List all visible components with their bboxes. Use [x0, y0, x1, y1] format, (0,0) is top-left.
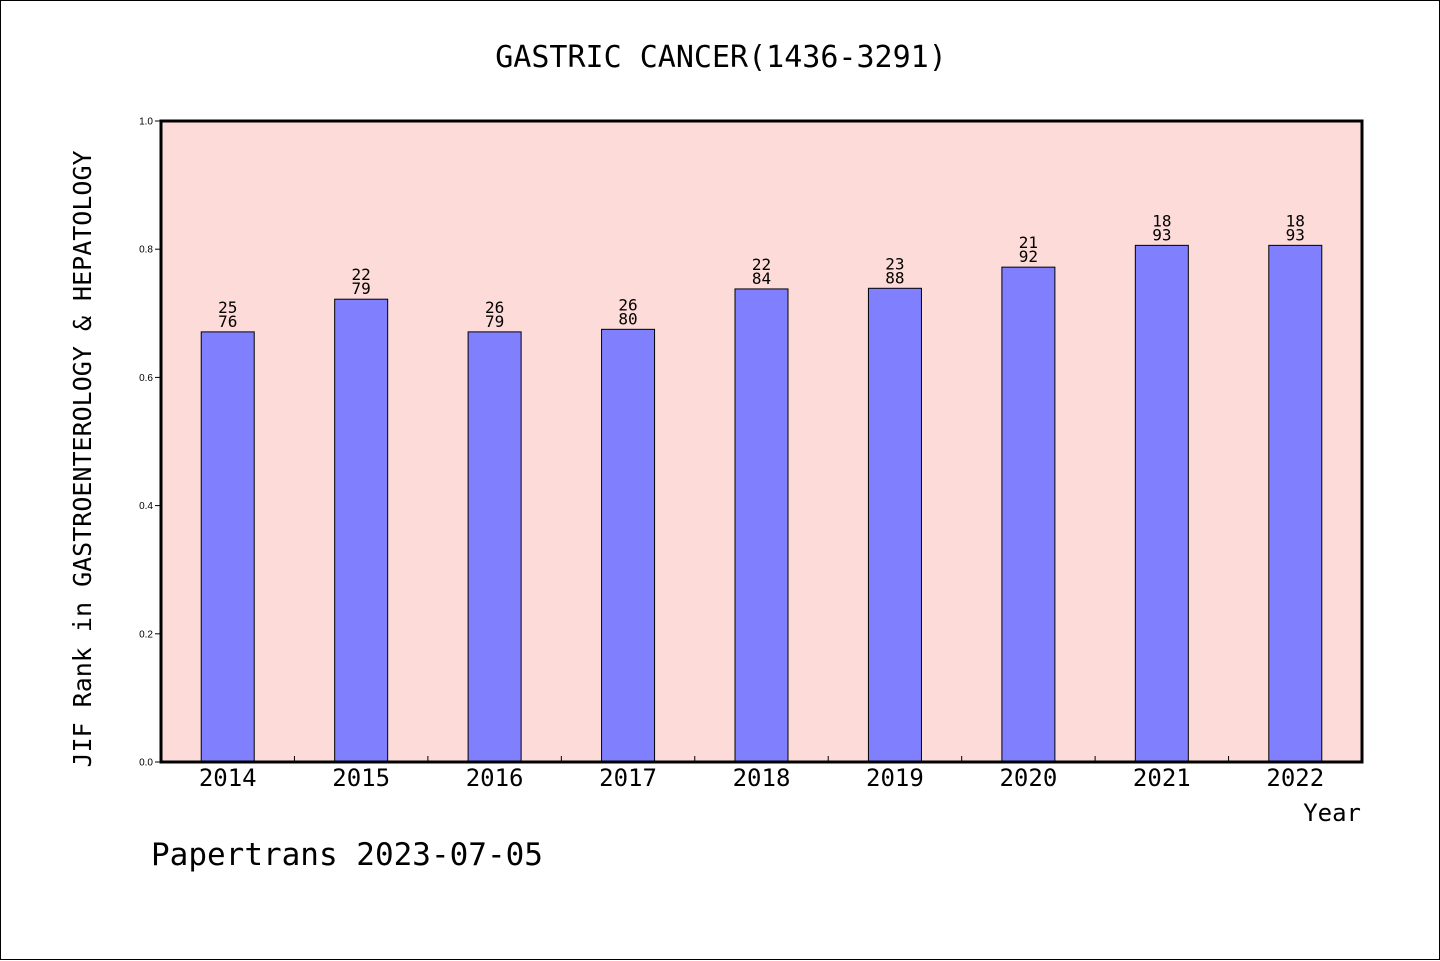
data-label-total: 84	[752, 269, 771, 288]
y-tick-label: 0.6	[139, 373, 153, 384]
data-label-total: 76	[218, 312, 237, 331]
x-tick-label: 2014	[199, 764, 257, 792]
bar	[1268, 244, 1323, 763]
y-tick-label: 0.8	[139, 245, 153, 256]
x-tick-label: 2017	[599, 764, 657, 792]
y-tick-label: 0.0	[139, 758, 153, 769]
data-label-rank: 26	[618, 295, 637, 314]
data-label-rank: 18	[1286, 211, 1305, 230]
data-label-total: 93	[1286, 225, 1305, 244]
data-label-rank: 21	[1019, 233, 1038, 252]
x-tick-label: 2019	[866, 764, 924, 792]
bar	[1134, 244, 1189, 763]
data-label-total: 88	[885, 268, 904, 287]
bar	[1001, 266, 1056, 763]
x-tick-label: 2022	[1266, 764, 1324, 792]
x-axis-label: Year	[1303, 799, 1361, 827]
data-label-total: 79	[485, 312, 504, 331]
x-tick-label: 2020	[999, 764, 1057, 792]
data-label-rank: 25	[218, 298, 237, 317]
data-label-rank: 26	[485, 298, 504, 317]
y-tick-label: 0.4	[139, 501, 153, 512]
bar	[334, 298, 389, 763]
bar	[867, 287, 922, 763]
data-label-rank: 22	[352, 265, 371, 284]
x-tick-label: 2016	[466, 764, 524, 792]
y-axis-label: JIF Rank in GASTROENTEROLOGY & HEPATOLOG…	[68, 150, 97, 767]
x-tick-label: 2018	[733, 764, 791, 792]
y-tick-label: 1.0	[139, 117, 153, 128]
data-label-total: 79	[352, 279, 371, 298]
chart-title: GASTRIC CANCER(1436-3291)	[495, 40, 947, 75]
bar	[467, 331, 522, 763]
x-tick-label: 2021	[1133, 764, 1191, 792]
data-label-total: 80	[618, 309, 637, 328]
data-label-total: 92	[1019, 247, 1038, 266]
bar	[200, 331, 255, 763]
bar	[734, 288, 789, 763]
data-label-total: 93	[1152, 225, 1171, 244]
data-label-rank: 23	[885, 254, 904, 273]
x-tick-label: 2015	[332, 764, 390, 792]
data-label-rank: 22	[752, 255, 771, 274]
data-label-rank: 18	[1152, 211, 1171, 230]
plot-area: 0.00.20.40.60.81.02576201422792015267920…	[139, 117, 1364, 792]
plot-border	[159, 119, 1364, 764]
footer-credit: Papertrans 2023-07-05	[151, 837, 543, 873]
y-tick-label: 0.2	[139, 629, 153, 640]
bar	[601, 328, 656, 763]
